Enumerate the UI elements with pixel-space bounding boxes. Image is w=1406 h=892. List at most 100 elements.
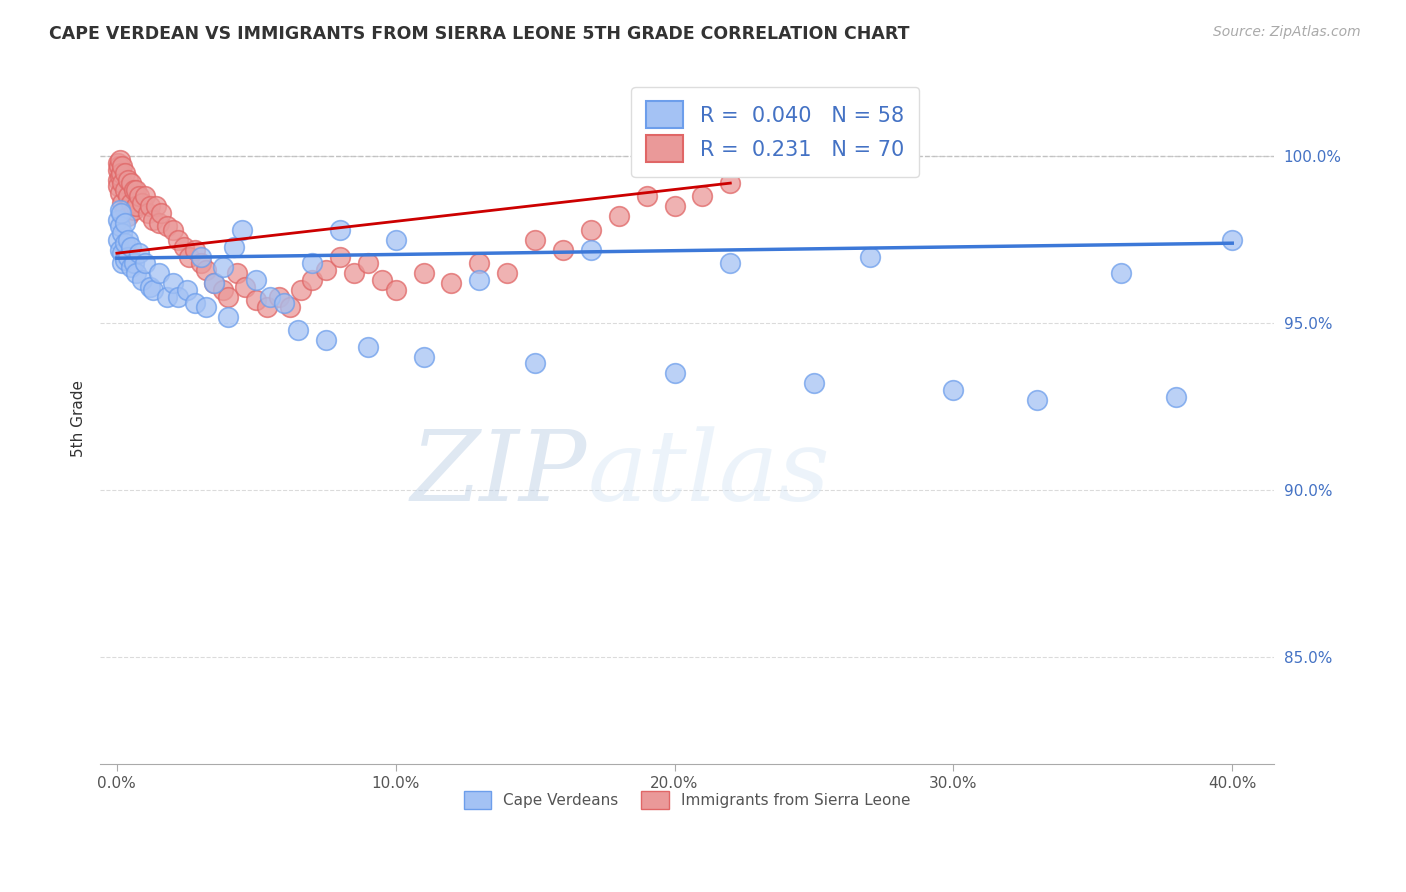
Point: [315, 263, 337, 277]
Point: [134, 189, 156, 203]
Point: [139, 279, 162, 293]
Point: [107, 179, 129, 194]
Point: [142, 212, 165, 227]
Point: [125, 199, 148, 213]
Point: [128, 189, 150, 203]
Point: [184, 296, 207, 310]
Point: [301, 256, 323, 270]
Point: [301, 273, 323, 287]
Point: [211, 283, 233, 297]
Point: [162, 277, 184, 291]
Point: [718, 256, 741, 270]
Point: [114, 252, 136, 267]
Point: [412, 350, 434, 364]
Point: [156, 289, 179, 303]
Point: [114, 236, 136, 251]
Point: [117, 173, 139, 187]
Point: [108, 169, 131, 184]
Point: [120, 176, 142, 190]
Point: [108, 202, 131, 217]
Point: [195, 263, 218, 277]
Point: [108, 243, 131, 257]
Point: [107, 156, 129, 170]
Point: [664, 199, 686, 213]
Point: [636, 189, 658, 203]
Point: [114, 183, 136, 197]
Point: [1109, 266, 1132, 280]
Point: [273, 296, 295, 310]
Point: [440, 277, 463, 291]
Point: [942, 383, 965, 397]
Point: [110, 206, 132, 220]
Point: [245, 273, 267, 287]
Point: [496, 266, 519, 280]
Point: [195, 300, 218, 314]
Point: [384, 233, 406, 247]
Point: [114, 202, 136, 217]
Point: [259, 289, 281, 303]
Point: [122, 202, 145, 217]
Point: [114, 166, 136, 180]
Point: [108, 219, 131, 234]
Text: CAPE VERDEAN VS IMMIGRANTS FROM SIERRA LEONE 5TH GRADE CORRELATION CHART: CAPE VERDEAN VS IMMIGRANTS FROM SIERRA L…: [49, 25, 910, 43]
Point: [110, 166, 132, 180]
Point: [287, 323, 309, 337]
Point: [222, 239, 245, 253]
Point: [551, 243, 574, 257]
Point: [162, 223, 184, 237]
Point: [120, 239, 142, 253]
Point: [107, 212, 129, 227]
Point: [111, 176, 134, 190]
Point: [278, 300, 301, 314]
Point: [859, 250, 882, 264]
Point: [1026, 392, 1049, 407]
Point: [111, 160, 134, 174]
Point: [125, 266, 148, 280]
Point: [1220, 233, 1243, 247]
Point: [524, 233, 547, 247]
Text: atlas: atlas: [588, 426, 830, 521]
Point: [179, 250, 201, 264]
Point: [245, 293, 267, 307]
Point: [122, 183, 145, 197]
Point: [167, 289, 190, 303]
Point: [468, 273, 491, 287]
Point: [217, 289, 239, 303]
Point: [134, 256, 156, 270]
Point: [256, 300, 278, 314]
Point: [329, 223, 352, 237]
Point: [173, 239, 195, 253]
Point: [357, 340, 380, 354]
Point: [384, 283, 406, 297]
Point: [111, 226, 134, 240]
Point: [664, 367, 686, 381]
Text: ZIP: ZIP: [411, 426, 588, 521]
Point: [142, 283, 165, 297]
Point: [357, 256, 380, 270]
Point: [204, 277, 226, 291]
Point: [108, 160, 131, 174]
Point: [122, 256, 145, 270]
Point: [468, 256, 491, 270]
Point: [176, 283, 198, 297]
Point: [184, 243, 207, 257]
Point: [290, 283, 312, 297]
Point: [217, 310, 239, 324]
Point: [156, 219, 179, 234]
Point: [111, 256, 134, 270]
Point: [145, 199, 167, 213]
Point: [117, 210, 139, 224]
Point: [524, 356, 547, 370]
Text: Source: ZipAtlas.com: Source: ZipAtlas.com: [1213, 25, 1361, 39]
Point: [343, 266, 366, 280]
Point: [107, 162, 129, 177]
Point: [371, 273, 394, 287]
Point: [315, 333, 337, 347]
Point: [412, 266, 434, 280]
Point: [148, 266, 170, 280]
Point: [190, 256, 212, 270]
Point: [692, 189, 714, 203]
Point: [139, 199, 162, 213]
Point: [204, 277, 226, 291]
Point: [225, 266, 247, 280]
